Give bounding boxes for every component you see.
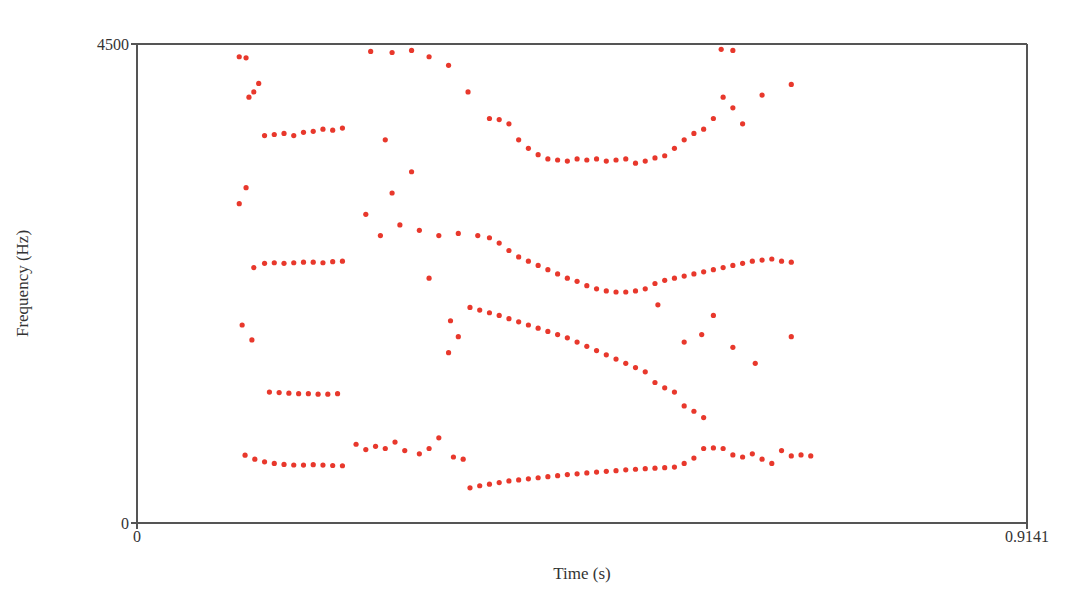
svg-text:Time (s): Time (s) [553, 564, 610, 583]
svg-text:0.9141: 0.9141 [1005, 528, 1049, 545]
svg-text:Frequency (Hz): Frequency (Hz) [13, 230, 32, 337]
svg-text:0: 0 [121, 515, 129, 532]
svg-text:4500: 4500 [97, 36, 129, 53]
svg-text:0: 0 [133, 528, 141, 545]
